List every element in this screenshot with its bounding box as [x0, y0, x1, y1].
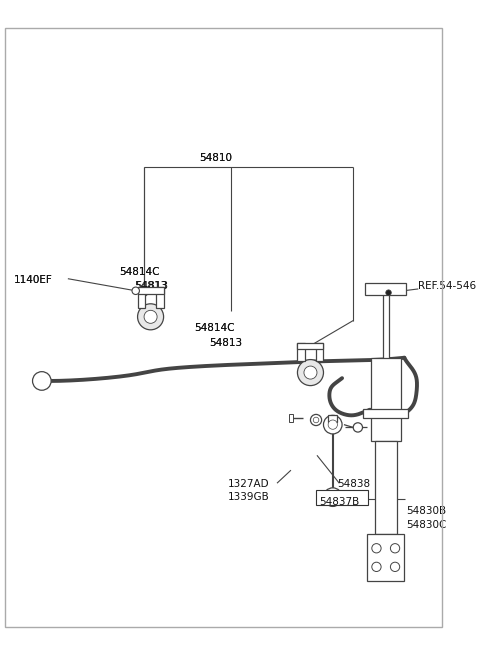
- Circle shape: [386, 290, 391, 295]
- Circle shape: [138, 304, 164, 330]
- Circle shape: [132, 287, 139, 295]
- Bar: [156, 287, 164, 307]
- Bar: [367, 534, 404, 581]
- Circle shape: [390, 544, 400, 553]
- Bar: [316, 490, 368, 504]
- Circle shape: [324, 415, 342, 434]
- Text: 1339GB: 1339GB: [228, 491, 269, 502]
- Text: 54838: 54838: [337, 479, 371, 489]
- Bar: [298, 343, 305, 362]
- Circle shape: [144, 310, 157, 324]
- Bar: [365, 284, 406, 295]
- Text: 54830B: 54830B: [406, 506, 446, 516]
- Text: 1327AD: 1327AD: [228, 479, 269, 489]
- Bar: [138, 287, 145, 307]
- Text: 54810: 54810: [199, 153, 232, 163]
- Text: 54837B: 54837B: [319, 497, 359, 507]
- Bar: [138, 287, 164, 293]
- Circle shape: [328, 493, 337, 502]
- Circle shape: [33, 371, 51, 390]
- Bar: [298, 343, 324, 349]
- Circle shape: [298, 360, 324, 386]
- Text: 54813: 54813: [135, 282, 168, 291]
- Circle shape: [304, 366, 317, 379]
- Text: 1140EF: 1140EF: [14, 275, 53, 285]
- Text: 54810: 54810: [199, 153, 232, 163]
- Text: 54814C: 54814C: [194, 324, 235, 333]
- Text: 54814C: 54814C: [119, 267, 159, 276]
- Circle shape: [313, 417, 319, 422]
- Text: 1140EF: 1140EF: [14, 275, 53, 285]
- Text: 54814C: 54814C: [194, 324, 235, 333]
- Text: REF.54-546: REF.54-546: [418, 280, 477, 291]
- Circle shape: [311, 415, 322, 426]
- Bar: [374, 441, 397, 534]
- Text: 54813: 54813: [209, 338, 242, 348]
- Bar: [328, 415, 337, 422]
- Bar: [383, 288, 388, 362]
- Bar: [289, 415, 293, 422]
- Circle shape: [372, 562, 381, 572]
- Text: 54813: 54813: [209, 338, 242, 348]
- Circle shape: [353, 422, 362, 432]
- Text: 54814C: 54814C: [119, 267, 159, 276]
- Text: 54813: 54813: [134, 282, 167, 291]
- Bar: [316, 343, 324, 362]
- Circle shape: [324, 488, 342, 506]
- Bar: [371, 358, 401, 441]
- Text: 54830C: 54830C: [406, 520, 446, 531]
- Circle shape: [390, 562, 400, 572]
- Bar: [363, 409, 408, 418]
- Circle shape: [328, 420, 337, 429]
- Circle shape: [372, 544, 381, 553]
